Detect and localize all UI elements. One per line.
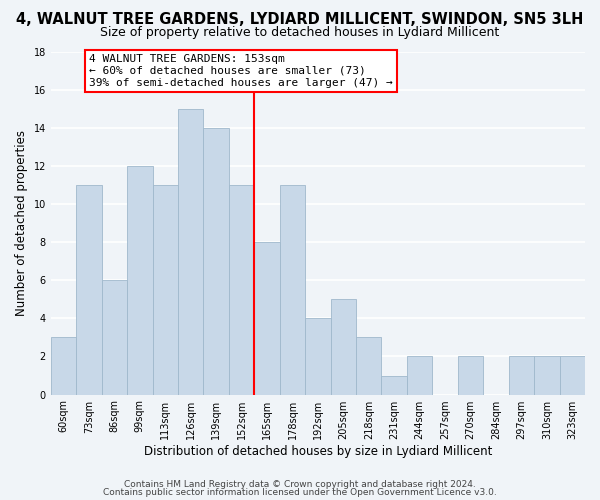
- Text: Contains public sector information licensed under the Open Government Licence v3: Contains public sector information licen…: [103, 488, 497, 497]
- Bar: [534, 356, 560, 395]
- Bar: [458, 356, 483, 395]
- Bar: [51, 338, 76, 394]
- Bar: [229, 185, 254, 394]
- Text: 4 WALNUT TREE GARDENS: 153sqm
← 60% of detached houses are smaller (73)
39% of s: 4 WALNUT TREE GARDENS: 153sqm ← 60% of d…: [89, 54, 392, 88]
- Text: Contains HM Land Registry data © Crown copyright and database right 2024.: Contains HM Land Registry data © Crown c…: [124, 480, 476, 489]
- Bar: [407, 356, 433, 395]
- Bar: [382, 376, 407, 394]
- Bar: [101, 280, 127, 394]
- Bar: [280, 185, 305, 394]
- Bar: [509, 356, 534, 395]
- Text: Size of property relative to detached houses in Lydiard Millicent: Size of property relative to detached ho…: [100, 26, 500, 39]
- Y-axis label: Number of detached properties: Number of detached properties: [15, 130, 28, 316]
- Bar: [356, 338, 382, 394]
- X-axis label: Distribution of detached houses by size in Lydiard Millicent: Distribution of detached houses by size …: [144, 444, 492, 458]
- Bar: [127, 166, 152, 394]
- Bar: [254, 242, 280, 394]
- Bar: [560, 356, 585, 395]
- Bar: [331, 300, 356, 394]
- Bar: [76, 185, 101, 394]
- Bar: [203, 128, 229, 394]
- Bar: [152, 185, 178, 394]
- Bar: [305, 318, 331, 394]
- Bar: [178, 108, 203, 395]
- Text: 4, WALNUT TREE GARDENS, LYDIARD MILLICENT, SWINDON, SN5 3LH: 4, WALNUT TREE GARDENS, LYDIARD MILLICEN…: [16, 12, 584, 28]
